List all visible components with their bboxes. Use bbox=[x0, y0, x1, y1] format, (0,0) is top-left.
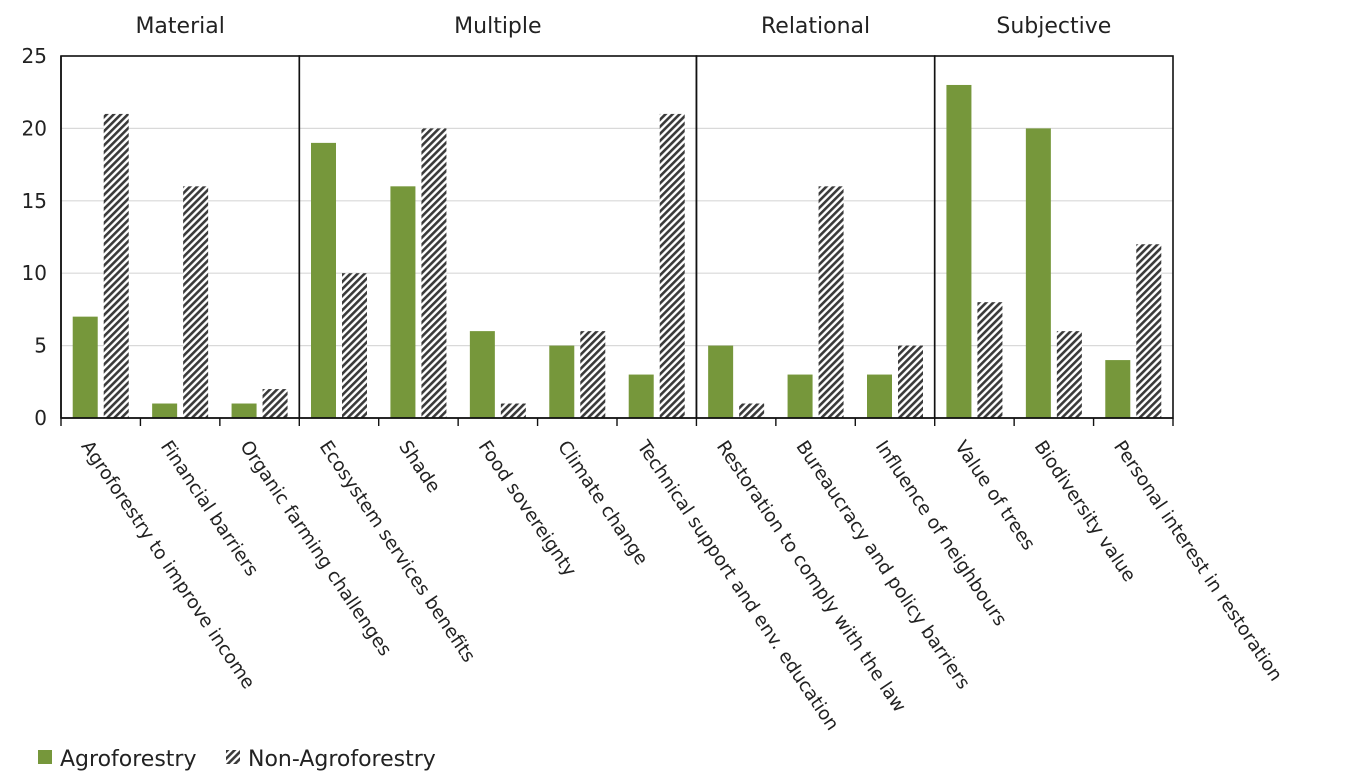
bar-agroforestry-agroforestry-to-improve-income bbox=[72, 316, 98, 418]
legend: Agroforestry Non-Agroforestry bbox=[38, 747, 436, 772]
bar-non-agroforestry-personal-interest-in-restoration bbox=[1136, 244, 1162, 418]
x-tick-label-shade: Shade bbox=[394, 437, 444, 497]
bar-agroforestry-climate-change bbox=[549, 345, 575, 418]
bar-non-agroforestry-organic-farming-challenges bbox=[262, 389, 288, 418]
bar-agroforestry-value-of-trees bbox=[946, 84, 972, 419]
legend-swatch-agroforestry bbox=[38, 750, 52, 764]
bar-agroforestry-ecosystem-services-benefits bbox=[311, 142, 336, 418]
bar-non-agroforestry-influence-of-neighbours bbox=[898, 345, 923, 418]
bar-non-agroforestry-value-of-trees bbox=[977, 302, 1003, 418]
bar-non-agroforestry-bureaucracy-and-policy-barriers bbox=[818, 186, 844, 418]
bar-non-agroforestry-restoration-to-comply-with-the-law bbox=[739, 403, 765, 418]
bar-agroforestry-food-sovereignty bbox=[469, 331, 495, 418]
bar-agroforestry-technical-support-and-env-education bbox=[628, 374, 654, 418]
legend-label-non-agroforestry: Non-Agroforestry bbox=[248, 747, 436, 772]
group-label-subjective: Subjective bbox=[996, 14, 1111, 39]
bar-agroforestry-biodiversity-value bbox=[1025, 128, 1051, 418]
y-tick-label-10: 10 bbox=[22, 261, 47, 285]
bar-agroforestry-financial-barriers bbox=[152, 403, 178, 418]
bar-non-agroforestry-biodiversity-value bbox=[1056, 331, 1082, 418]
x-tick-label-ecosystem-services-benefits: Ecosystem services benefits bbox=[315, 437, 479, 666]
bar-agroforestry-restoration-to-comply-with-the-law bbox=[708, 345, 734, 418]
x-tick-label-influence-of-neighbours: Influence of neighbours bbox=[871, 437, 1011, 630]
bar-non-agroforestry-technical-support-and-env-education bbox=[659, 113, 685, 419]
x-tick-label-personal-interest-in-restoration: Personal interest in restoration bbox=[1109, 437, 1286, 685]
gridlines bbox=[61, 55, 1173, 347]
y-tick-label-0: 0 bbox=[34, 406, 47, 430]
bar-agroforestry-shade bbox=[390, 186, 416, 418]
bars bbox=[72, 84, 1162, 419]
y-tick-label-20: 20 bbox=[22, 116, 47, 140]
legend-swatch-non-agroforestry bbox=[226, 750, 240, 764]
legend-label-agroforestry: Agroforestry bbox=[60, 747, 197, 772]
bar-non-agroforestry-agroforestry-to-improve-income bbox=[103, 113, 129, 419]
bar-non-agroforestry-ecosystem-services-benefits bbox=[342, 273, 367, 418]
y-tick-label-5: 5 bbox=[34, 334, 47, 358]
labels: 0 5 10 15 20 25 Material Multiple Relational Subj… bbox=[22, 14, 1287, 734]
y-tick-label-25: 25 bbox=[22, 44, 47, 68]
bar-agroforestry-organic-farming-challenges bbox=[231, 403, 257, 418]
x-tick-label-bureaucracy-and-policy-barriers: Bureaucracy and policy barriers bbox=[791, 437, 973, 693]
group-frames bbox=[60, 55, 1174, 419]
bar-non-agroforestry-financial-barriers bbox=[183, 186, 209, 418]
y-tick-label-15: 15 bbox=[22, 189, 47, 213]
x-tick-label-value-of-trees: Value of trees bbox=[950, 437, 1039, 554]
axes bbox=[60, 56, 1174, 426]
group-label-multiple: Multiple bbox=[454, 14, 541, 39]
bar-agroforestry-influence-of-neighbours bbox=[867, 374, 892, 418]
x-tick-label-agroforestry-to-improve-income: Agroforestry to improve income bbox=[77, 437, 259, 693]
bar-agroforestry-bureaucracy-and-policy-barriers bbox=[787, 374, 813, 418]
group-label-relational: Relational bbox=[761, 14, 870, 39]
group-label-material: Material bbox=[135, 14, 224, 39]
bar-agroforestry-personal-interest-in-restoration bbox=[1105, 360, 1131, 418]
bar-non-agroforestry-shade bbox=[421, 128, 447, 418]
bar-non-agroforestry-food-sovereignty bbox=[500, 403, 526, 418]
x-tick-label-organic-farming-challenges: Organic farming challenges bbox=[235, 437, 395, 660]
bar-non-agroforestry-climate-change bbox=[580, 331, 606, 418]
